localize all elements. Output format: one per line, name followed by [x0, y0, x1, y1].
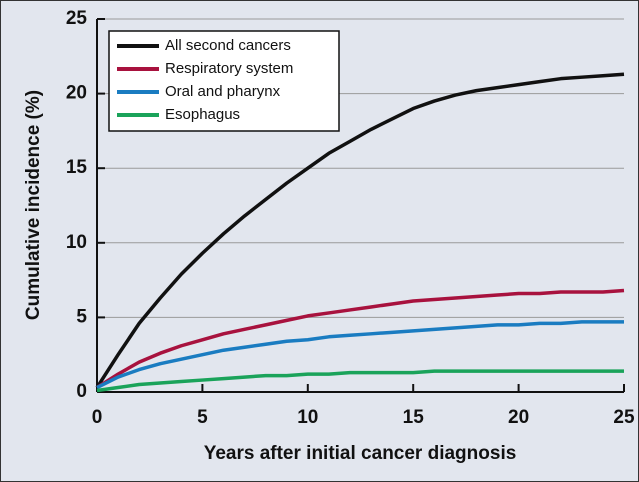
legend-label: Respiratory system: [165, 60, 293, 77]
y-tick-label: 10: [66, 232, 87, 253]
legend-label: All second cancers: [165, 37, 291, 54]
series-line: [96, 369, 624, 393]
y-axis-title: Cumulative incidence (%): [23, 90, 44, 320]
x-tick-label: 0: [92, 407, 103, 428]
series-line: [96, 320, 624, 390]
x-tick-label: 20: [508, 407, 529, 428]
legend-label: Oral and pharynx: [165, 83, 281, 100]
y-tick-label: 25: [66, 8, 88, 29]
legend-label: Esophagus: [165, 106, 240, 123]
x-tick-label: 5: [197, 407, 208, 428]
series-line: [96, 288, 625, 389]
y-tick-label: 5: [76, 306, 87, 327]
y-tick-label: 0: [76, 381, 87, 402]
y-tick-label: 15: [66, 157, 88, 178]
x-tick-label: 15: [403, 407, 425, 428]
y-tick-label: 20: [66, 83, 87, 104]
x-tick-label: 10: [297, 407, 318, 428]
series-line: [95, 72, 625, 389]
x-axis-title: Years after initial cancer diagnosis: [204, 443, 517, 464]
x-tick-label: 25: [613, 407, 635, 428]
